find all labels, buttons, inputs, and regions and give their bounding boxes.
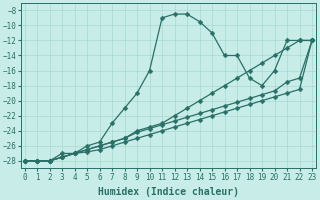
X-axis label: Humidex (Indice chaleur): Humidex (Indice chaleur): [98, 187, 239, 197]
